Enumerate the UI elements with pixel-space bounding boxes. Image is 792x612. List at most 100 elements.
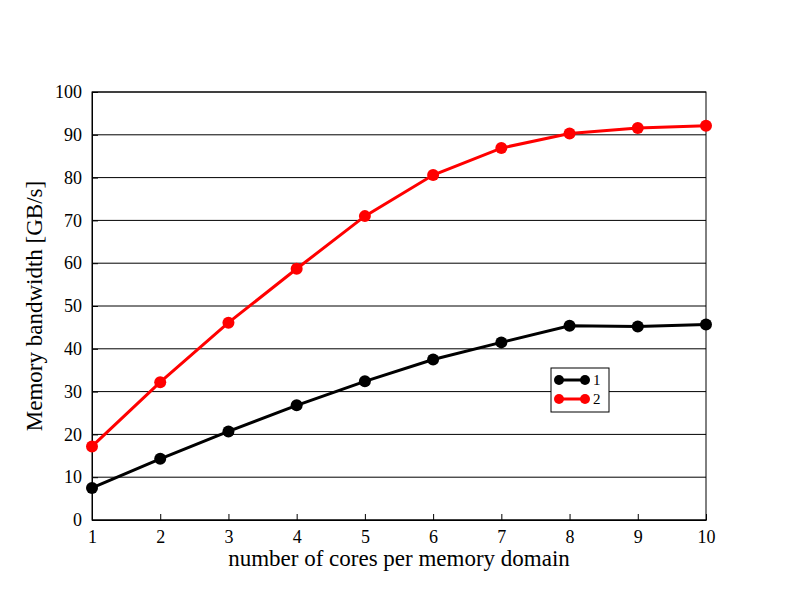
tick: 40 [64, 339, 98, 359]
tick: 80 [64, 168, 98, 188]
grid-line [92, 391, 706, 392]
tick-label: 9 [634, 527, 643, 547]
point [427, 169, 439, 181]
point [222, 425, 234, 437]
tick-mark [433, 514, 434, 520]
tick: 2 [156, 514, 165, 547]
tick: 70 [64, 211, 98, 231]
legend-label: 2 [593, 391, 601, 407]
grid-line [92, 220, 706, 221]
tick-mark [160, 514, 161, 520]
tick: 4 [293, 514, 302, 547]
point [495, 336, 507, 348]
legend-marker [580, 375, 590, 385]
tick: 30 [64, 382, 98, 402]
tick: 9 [634, 514, 643, 547]
tick-label: 50 [64, 296, 82, 316]
plot-frame [92, 92, 706, 520]
tick-label: 30 [64, 382, 82, 402]
tick: 90 [64, 125, 98, 145]
points [86, 120, 712, 494]
tick-mark [92, 306, 98, 307]
tick-label: 7 [497, 527, 506, 547]
tick-label: 5 [361, 527, 370, 547]
tick-label: 100 [55, 82, 82, 102]
point [632, 321, 644, 333]
tick-mark [92, 349, 98, 350]
grid-line [92, 477, 706, 478]
tick-label: 2 [156, 527, 165, 547]
tick-label: 20 [64, 425, 82, 445]
x-axis: 1 2 3 4 5 6 7 8 9 10 [88, 514, 716, 547]
tick-label: 40 [64, 339, 82, 359]
legend-label: 1 [593, 372, 601, 388]
tick-label: 3 [224, 527, 233, 547]
point [359, 375, 371, 387]
tick: 7 [497, 514, 506, 547]
legend-marker [554, 375, 564, 385]
tick: 50 [64, 296, 98, 316]
point [86, 440, 98, 452]
point [291, 399, 303, 411]
tick-mark [92, 392, 98, 393]
tick-mark [228, 514, 229, 520]
point [495, 142, 507, 154]
point [564, 320, 576, 332]
tick-label: 4 [293, 527, 302, 547]
tick-label: 60 [64, 253, 82, 273]
tick-mark [297, 514, 298, 520]
point [154, 376, 166, 388]
tick-label: 10 [698, 527, 716, 547]
chart: 123456789100102030405060708090100number … [0, 0, 792, 612]
point [222, 317, 234, 329]
point [86, 482, 98, 494]
point [291, 263, 303, 275]
y-axis-title: Memory bandwidth [GB/s] [22, 181, 47, 431]
tick-mark [92, 263, 98, 264]
lines [92, 126, 706, 488]
x-axis-title: number of cores per memory domain [228, 546, 570, 571]
tick-mark [92, 477, 98, 478]
grid-line [92, 177, 706, 178]
tick-mark [638, 514, 639, 520]
tick: 60 [64, 253, 98, 273]
point [632, 122, 644, 134]
tick-label: 70 [64, 211, 82, 231]
tick-mark [365, 514, 366, 520]
tick-mark [570, 514, 571, 520]
grid-line [92, 306, 706, 307]
grid [92, 92, 706, 520]
tick-label: 10 [64, 467, 82, 487]
point [700, 318, 712, 330]
point [427, 354, 439, 366]
tick-label: 6 [429, 527, 438, 547]
tick-label: 0 [73, 510, 82, 530]
tick-mark [501, 514, 502, 520]
grid-line [92, 434, 706, 435]
tick-mark [92, 434, 98, 435]
tick-label: 80 [64, 168, 82, 188]
point [154, 453, 166, 465]
tick: 5 [361, 514, 370, 547]
tick: 6 [429, 514, 438, 547]
point [359, 210, 371, 222]
grid-line [92, 263, 706, 264]
tick-label: 8 [566, 527, 575, 547]
legend-marker [554, 394, 564, 404]
point [564, 128, 576, 140]
tick: 3 [224, 514, 233, 547]
series-line [92, 324, 706, 487]
legend: 12 [551, 368, 609, 412]
point [700, 120, 712, 132]
series-line [92, 126, 706, 447]
grid-line [92, 134, 706, 135]
tick-label: 90 [64, 125, 82, 145]
tick-mark [92, 220, 98, 221]
tick-label: 1 [88, 527, 97, 547]
legend-box [551, 368, 609, 412]
legend-marker [580, 394, 590, 404]
tick-mark [92, 135, 98, 136]
grid-line [92, 348, 706, 349]
tick: 8 [566, 514, 575, 547]
tick-mark [92, 178, 98, 179]
